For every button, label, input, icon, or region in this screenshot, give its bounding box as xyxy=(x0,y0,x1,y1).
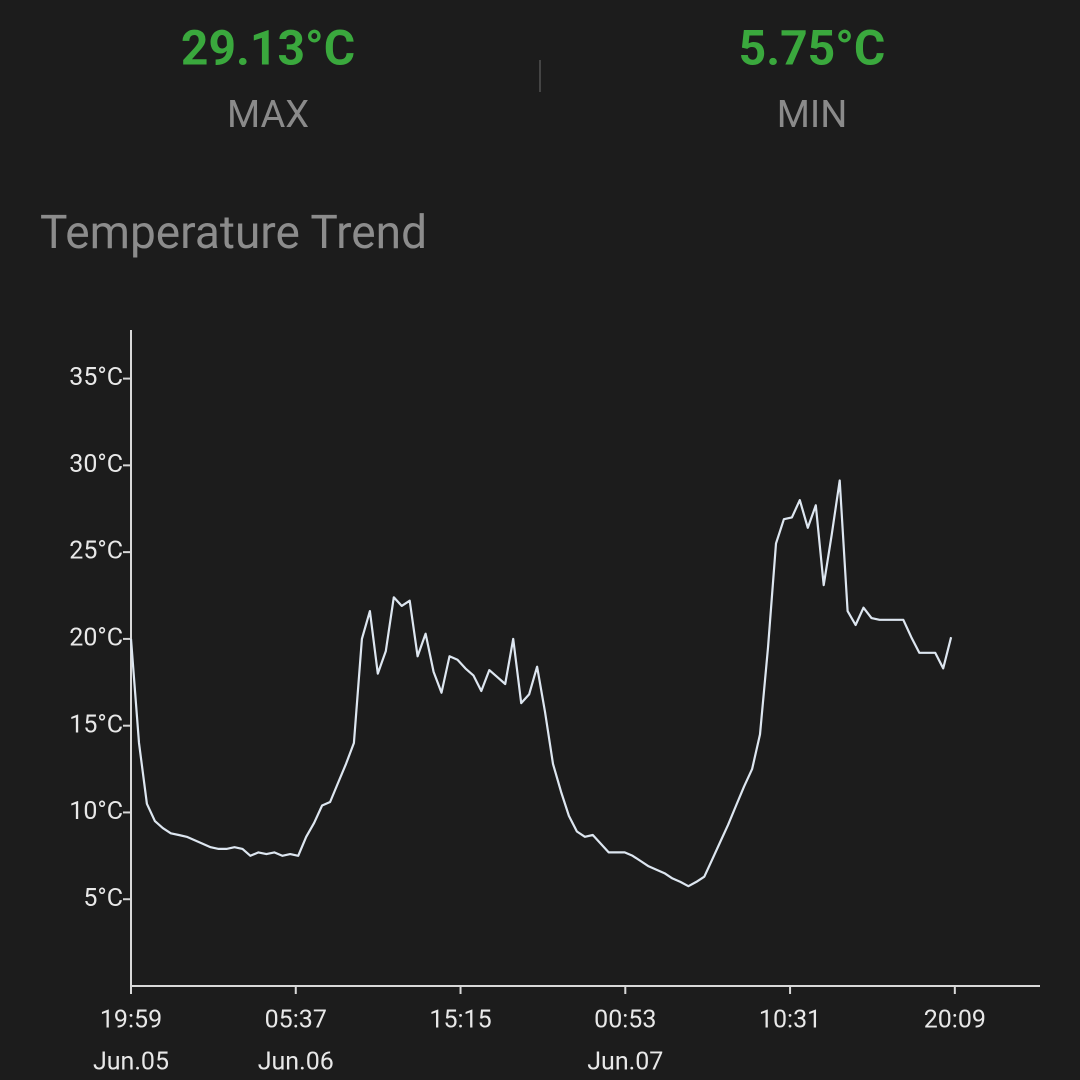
temperature-line xyxy=(129,479,953,888)
x-tick-label: 19:59 xyxy=(100,1006,162,1035)
x-tick-label: 10:31 xyxy=(759,1006,821,1035)
min-value: 5.75°C xyxy=(739,20,886,77)
x-tick-date: Jun.06 xyxy=(258,1048,334,1077)
y-tick-label: 30°C xyxy=(69,450,123,479)
max-label: MAX xyxy=(227,93,309,137)
y-tick-label: 15°C xyxy=(69,710,123,739)
x-tick-label: 20:09 xyxy=(924,1006,986,1035)
y-tick-label: 20°C xyxy=(69,624,123,653)
max-value: 29.13°C xyxy=(181,20,355,77)
y-tick-label: 10°C xyxy=(69,797,123,826)
x-tick-date: Jun.07 xyxy=(587,1048,663,1077)
min-label: MIN xyxy=(777,93,848,137)
x-tick-label: 15:15 xyxy=(429,1006,491,1035)
y-tick-label: 25°C xyxy=(69,537,123,566)
chart-title: Temperature Trend xyxy=(40,206,427,260)
x-tick-label: 05:37 xyxy=(265,1006,327,1035)
y-tick-label: 5°C xyxy=(83,884,123,913)
x-tick-date: Jun.05 xyxy=(93,1048,169,1077)
y-tick-label: 35°C xyxy=(69,363,123,392)
x-tick-label: 00:53 xyxy=(594,1006,656,1035)
